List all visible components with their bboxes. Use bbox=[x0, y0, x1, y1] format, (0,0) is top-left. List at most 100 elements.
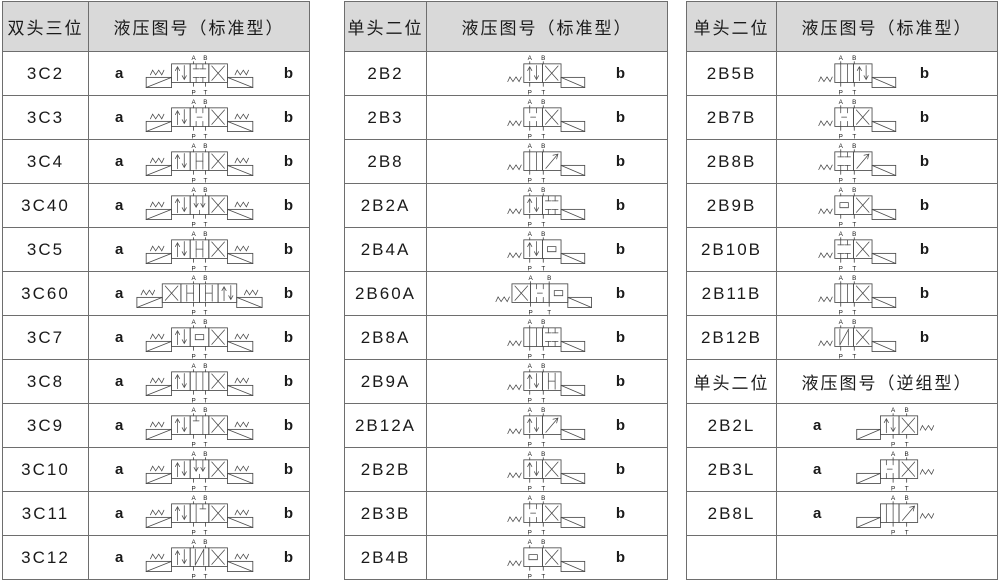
svg-text:B: B bbox=[904, 451, 908, 458]
valve-symbol: A BP T bbox=[506, 55, 585, 95]
svg-text:T: T bbox=[203, 221, 207, 227]
header-col-type: 双头三位 bbox=[3, 2, 89, 51]
svg-text:T: T bbox=[203, 397, 207, 403]
svg-text:P: P bbox=[527, 133, 531, 139]
svg-text:A: A bbox=[191, 363, 196, 370]
symbol-cell bbox=[777, 536, 997, 579]
svg-text:B: B bbox=[852, 143, 856, 150]
svg-text:A: A bbox=[838, 143, 843, 150]
symbol-cell: A B P T b bbox=[427, 52, 667, 95]
svg-text:P: P bbox=[838, 89, 842, 95]
position-label-b: b bbox=[615, 548, 625, 566]
code-cell: 2B2L bbox=[687, 404, 777, 447]
code-cell: 2B12A bbox=[345, 404, 427, 447]
symbol-cell: a A B P T bbox=[777, 448, 997, 491]
svg-text:T: T bbox=[852, 353, 856, 359]
position-label-b: b bbox=[283, 284, 293, 302]
table-row: 2B2 A B P T b bbox=[345, 51, 667, 95]
code-cell: 2B3L bbox=[687, 448, 777, 491]
code-cell: 3C5 bbox=[3, 228, 89, 271]
svg-text:B: B bbox=[203, 55, 207, 62]
svg-text:T: T bbox=[541, 441, 545, 447]
svg-text:A: A bbox=[191, 187, 196, 194]
svg-text:P: P bbox=[191, 89, 195, 95]
header-col-type: 单头二位 bbox=[687, 2, 777, 51]
symbol-cell: a A B P T bbox=[777, 404, 997, 447]
svg-text:B: B bbox=[904, 407, 908, 414]
valve-symbol: A BP T bbox=[506, 319, 585, 359]
code-cell: 3C2 bbox=[3, 52, 89, 95]
svg-text:P: P bbox=[191, 309, 195, 315]
svg-text:B: B bbox=[203, 187, 207, 194]
svg-text:A: A bbox=[890, 451, 895, 458]
svg-text:P: P bbox=[527, 221, 531, 227]
code-cell: 3C11 bbox=[3, 492, 89, 535]
code-cell: 2B2 bbox=[345, 52, 427, 95]
svg-text:B: B bbox=[203, 539, 207, 546]
svg-text:A: A bbox=[191, 55, 196, 62]
svg-text:T: T bbox=[203, 353, 207, 359]
valve-symbol: A B P T bbox=[145, 55, 253, 95]
position-label-b: b bbox=[615, 64, 625, 82]
svg-text:P: P bbox=[191, 397, 195, 403]
svg-text:A: A bbox=[527, 319, 532, 326]
position-label-b: b bbox=[615, 108, 625, 126]
svg-text:B: B bbox=[541, 539, 545, 546]
svg-text:A: A bbox=[191, 451, 196, 458]
valve-symbol: A BP T bbox=[145, 363, 253, 403]
position-label-b: b bbox=[919, 328, 929, 346]
header-col-diagram: 液压图号（标准型） bbox=[461, 19, 633, 38]
svg-text:T: T bbox=[203, 89, 207, 95]
svg-text:A: A bbox=[191, 231, 196, 238]
code-cell: 3C7 bbox=[3, 316, 89, 359]
svg-text:A: A bbox=[527, 187, 532, 194]
valve-symbol: A BP T bbox=[506, 495, 585, 535]
position-label-a: a bbox=[813, 416, 822, 434]
position-label-a: a bbox=[115, 108, 124, 126]
svg-text:A: A bbox=[527, 231, 532, 238]
valve-symbol: A BP T bbox=[506, 539, 585, 579]
code-cell: 2B9B bbox=[687, 184, 777, 227]
code-cell: 2B8L bbox=[687, 492, 777, 535]
svg-text:B: B bbox=[541, 495, 545, 502]
svg-text:B: B bbox=[203, 407, 207, 414]
svg-text:A: A bbox=[527, 451, 532, 458]
position-label-b: b bbox=[283, 240, 293, 258]
svg-text:B: B bbox=[852, 231, 856, 238]
header-col-diagram: 液压图号（标准型） bbox=[113, 19, 285, 38]
valve-symbol: A BP T bbox=[145, 495, 253, 535]
svg-text:P: P bbox=[191, 133, 195, 139]
svg-text:P: P bbox=[191, 265, 195, 271]
valve-symbol: A BP T bbox=[506, 407, 585, 447]
svg-text:B: B bbox=[852, 187, 856, 194]
code-cell: 2B3 bbox=[345, 96, 427, 139]
svg-text:T: T bbox=[541, 177, 545, 183]
svg-text:T: T bbox=[904, 529, 908, 535]
svg-text:P: P bbox=[527, 573, 531, 579]
svg-text:B: B bbox=[203, 143, 207, 150]
position-label-a: a bbox=[115, 64, 124, 82]
position-label-b: b bbox=[283, 372, 293, 390]
